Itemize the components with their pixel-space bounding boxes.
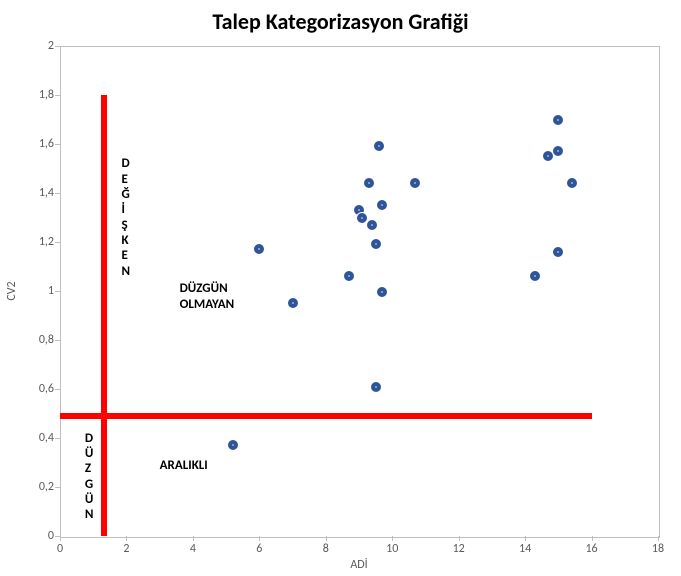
data-point	[409, 177, 421, 189]
tick-label-x: 6	[256, 542, 262, 556]
tick-label-x: 14	[519, 542, 531, 556]
tick-label-y: 0,4	[30, 431, 54, 445]
reference-line-vertical	[101, 95, 107, 536]
tick-x	[459, 536, 460, 541]
tick-label-x: 2	[123, 542, 129, 556]
tick-label-y: 2	[30, 39, 54, 53]
data-point	[366, 219, 378, 231]
data-point	[552, 114, 564, 126]
tick-label-y: 0,8	[30, 333, 54, 347]
tick-label-x: 8	[323, 542, 329, 556]
data-point	[552, 246, 564, 258]
tick-label-y: 1,4	[30, 186, 54, 200]
tick-label-y: 1,8	[30, 88, 54, 102]
tick-y	[55, 438, 60, 439]
tick-label-x: 10	[386, 542, 398, 556]
data-point	[370, 238, 382, 250]
tick-x	[60, 536, 61, 541]
tick-y	[55, 242, 60, 243]
tick-x	[525, 536, 526, 541]
tick-y	[55, 291, 60, 292]
data-point	[363, 177, 375, 189]
data-point	[566, 177, 578, 189]
tick-x	[592, 536, 593, 541]
tick-label-x: 4	[190, 542, 196, 556]
reference-line-horizontal	[60, 413, 592, 419]
tick-x	[326, 536, 327, 541]
plot-area	[60, 46, 660, 538]
tick-label-y: 0	[30, 529, 54, 543]
tick-y	[55, 487, 60, 488]
data-point	[529, 270, 541, 282]
tick-y	[55, 389, 60, 390]
tick-label-x: 12	[453, 542, 465, 556]
quadrant-label-degisken: DEĞİŞKEN	[121, 156, 130, 279]
tick-x	[658, 536, 659, 541]
tick-x	[193, 536, 194, 541]
chart-title: Talep Kategorizasyon Grafiği	[0, 8, 681, 35]
data-point	[376, 199, 388, 211]
data-point	[376, 286, 388, 298]
tick-label-y: 1,6	[30, 137, 54, 151]
tick-x	[126, 536, 127, 541]
tick-label-x: 16	[585, 542, 597, 556]
quadrant-label-duzgun: DÜZGÜN	[85, 431, 94, 523]
tick-y	[55, 95, 60, 96]
data-point	[253, 243, 265, 255]
data-point	[227, 439, 239, 451]
tick-y	[55, 340, 60, 341]
tick-label-x: 0	[57, 542, 63, 556]
x-axis-label: ADİ	[350, 558, 367, 572]
tick-x	[259, 536, 260, 541]
data-point	[373, 140, 385, 152]
y-axis-label: CV2	[5, 281, 19, 300]
tick-label-y: 1	[30, 284, 54, 298]
tick-y	[55, 46, 60, 47]
data-point	[343, 270, 355, 282]
data-point	[552, 145, 564, 157]
tick-label-y: 1,2	[30, 235, 54, 249]
tick-y	[55, 536, 60, 537]
data-point	[287, 297, 299, 309]
data-point	[370, 381, 382, 393]
tick-y	[55, 144, 60, 145]
tick-label-y: 0,6	[30, 382, 54, 396]
chart-container: Talep Kategorizasyon Grafiği ADİ CV2 0 2 4…	[0, 0, 681, 576]
tick-y	[55, 193, 60, 194]
tick-label-x: 18	[652, 542, 664, 556]
tick-x	[392, 536, 393, 541]
tick-label-y: 0,2	[30, 480, 54, 494]
quadrant-label-duzgun-olmayan: DÜZGÜN OLMAYAN	[180, 281, 235, 314]
quadrant-label-aralikli: ARALIKLI	[160, 458, 208, 474]
